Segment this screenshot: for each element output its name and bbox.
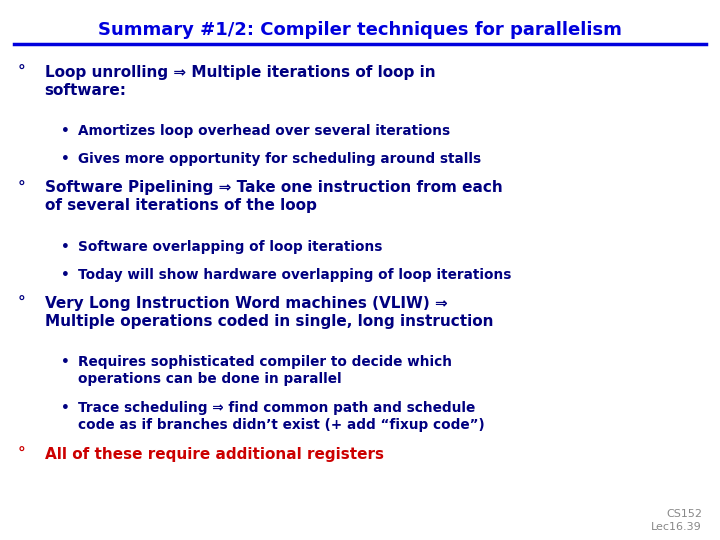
Text: Gives more opportunity for scheduling around stalls: Gives more opportunity for scheduling ar… (78, 152, 481, 166)
Text: Loop unrolling ⇒ Multiple iterations of loop in
software:: Loop unrolling ⇒ Multiple iterations of … (45, 65, 436, 98)
Text: Trace scheduling ⇒ find common path and schedule
code as if branches didn’t exis: Trace scheduling ⇒ find common path and … (78, 401, 485, 432)
Text: Today will show hardware overlapping of loop iterations: Today will show hardware overlapping of … (78, 268, 511, 282)
Text: •: • (61, 401, 70, 415)
Text: •: • (61, 124, 70, 138)
Text: Amortizes loop overhead over several iterations: Amortizes loop overhead over several ite… (78, 124, 450, 138)
Text: •: • (61, 355, 70, 369)
Text: Software Pipelining ⇒ Take one instruction from each
of several iterations of th: Software Pipelining ⇒ Take one instructi… (45, 180, 503, 213)
Text: CS152
Lec16.39: CS152 Lec16.39 (652, 509, 702, 532)
Text: °: ° (18, 296, 26, 311)
Text: °: ° (18, 447, 26, 462)
Text: •: • (61, 268, 70, 282)
Text: Very Long Instruction Word machines (VLIW) ⇒
Multiple operations coded in single: Very Long Instruction Word machines (VLI… (45, 296, 493, 329)
Text: All of these require additional registers: All of these require additional register… (45, 447, 384, 462)
Text: •: • (61, 240, 70, 254)
Text: Software overlapping of loop iterations: Software overlapping of loop iterations (78, 240, 382, 254)
Text: °: ° (18, 180, 26, 195)
Text: °: ° (18, 65, 26, 80)
Text: Requires sophisticated compiler to decide which
operations can be done in parall: Requires sophisticated compiler to decid… (78, 355, 451, 386)
Text: Summary #1/2: Compiler techniques for parallelism: Summary #1/2: Compiler techniques for pa… (98, 21, 622, 38)
Text: •: • (61, 152, 70, 166)
